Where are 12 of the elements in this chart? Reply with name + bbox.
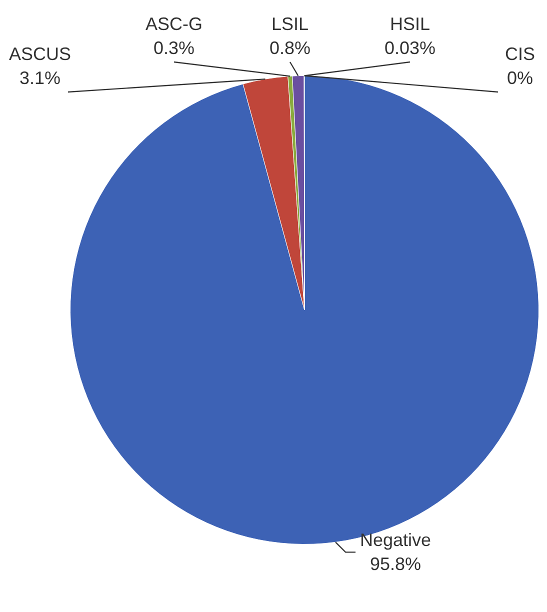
data-label: 3.1% [19,68,61,88]
data-label: 0.3% [153,38,195,58]
text: 0% [506,68,534,88]
slice-label: ASCUS [8,44,72,64]
slice-label: Negative [360,530,432,550]
slice-label: LSIL [271,14,309,34]
data-label: 0.8% [269,38,311,58]
category-label: CIS [504,44,536,64]
slice-label: HSIL [390,14,430,34]
data-label: 95.8% [370,554,422,574]
data-label: 0.03% [384,38,436,58]
slice-label: ASC-G [145,14,203,34]
